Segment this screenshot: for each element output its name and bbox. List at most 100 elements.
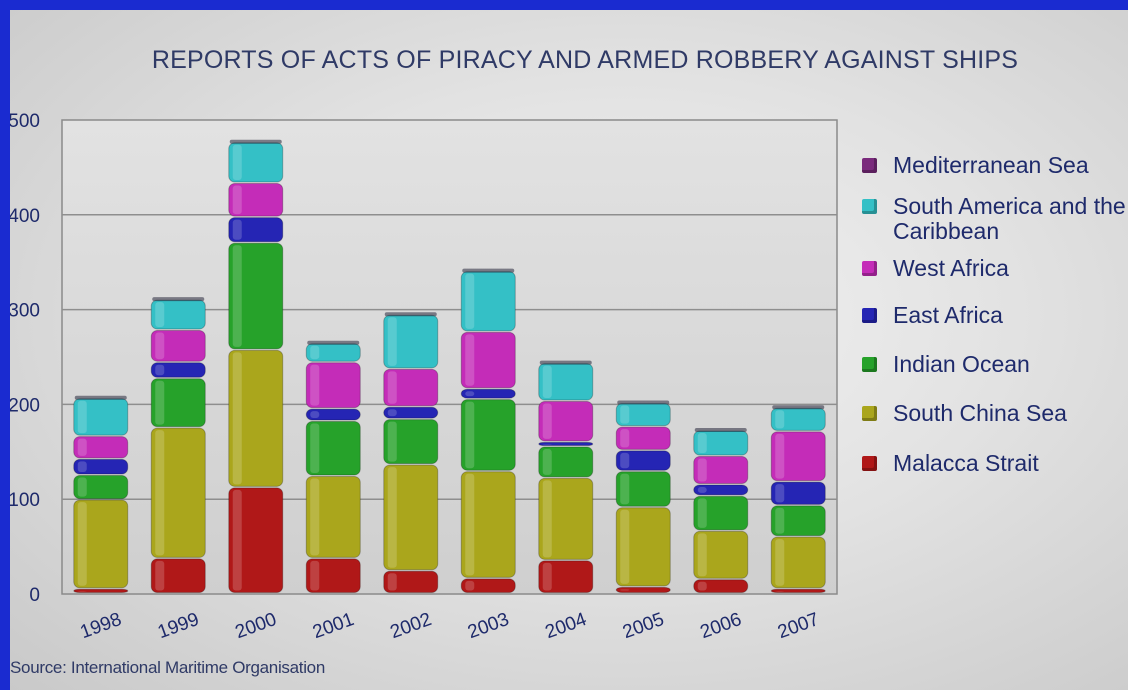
bar-highlight [232,489,242,591]
legend-item: Malacca Strait [862,451,1039,476]
chart-title: REPORTS OF ACTS OF PIRACY AND ARMED ROBB… [151,46,1019,74]
y-tick-label: 100 [10,490,40,511]
bar-segment [73,499,129,589]
bar-segment [305,408,361,421]
bar-highlight [620,473,630,505]
bar-highlight [77,591,87,592]
bar-segment [150,558,206,594]
bar-highlight [77,477,87,497]
bar-segment [383,406,439,419]
bar-segment [228,487,284,594]
bar-segment [615,586,671,594]
bar-segment [150,427,206,558]
bar-segment [460,578,516,593]
bar-segment [538,446,594,478]
legend-label: East Africa [893,302,1003,328]
bar-highlight [620,405,630,424]
bar-highlight [155,560,165,591]
bar-segment [305,420,361,476]
bar-highlight [310,478,320,556]
bar-highlight [232,352,242,485]
legend-item: South China Sea [862,401,1067,426]
bar-highlight [310,560,320,591]
bar-highlight [697,498,707,528]
bar-highlight [232,245,242,347]
bar-segment [383,368,439,407]
bar-segment [228,217,284,243]
bar-highlight [775,433,785,479]
x-tick-label: 1998 [78,609,125,643]
bar-highlight [155,380,165,425]
bar-top-cap [307,340,360,345]
y-tick-label: 500 [10,111,40,132]
legend-swatch [862,406,877,421]
bar-segment [770,505,826,537]
bar-highlight [155,302,165,327]
bars [73,139,826,594]
bar-highlight [310,423,320,473]
bar-segment [383,464,439,571]
bar-segment [770,431,826,482]
bar-highlight [387,409,397,417]
bar-highlight [620,429,630,448]
x-tick-label: 2006 [698,609,745,643]
legend-item: South America and the Caribbean [862,194,1128,244]
bar-segment [538,560,594,594]
legend-item: Mediterranean Sea [862,153,1089,178]
bar-highlight [232,219,242,240]
bar-highlight [465,334,475,386]
x-tick-label: 2000 [233,609,280,643]
bar-highlight [465,401,475,469]
bar-highlight [697,432,707,454]
bar-segment [73,436,129,459]
bar-highlight [697,533,707,577]
bar-highlight [775,410,785,429]
source-note: Source: International Maritime Organisat… [10,658,325,677]
bar-highlight [387,467,397,568]
bar-highlight [155,364,165,376]
legend-label: West Africa [893,255,1009,281]
bar-highlight [232,144,242,181]
bar-highlight [155,332,165,360]
bar-highlight [620,509,630,584]
legend-item: Indian Ocean [862,352,1030,377]
bar-segment [693,456,749,484]
chart-panel: REPORTS OF ACTS OF PIRACY AND ARMED ROBB… [10,10,1128,690]
legend-label: South China Sea [893,400,1067,426]
bar-highlight [387,371,397,404]
bar-highlight [77,400,87,434]
x-tick-label: 2001 [310,609,357,643]
x-tick-label: 1999 [155,609,202,643]
bar-segment [770,536,826,589]
legend-swatch [862,261,877,276]
legend-swatch [862,199,877,214]
bar-segment [615,507,671,587]
bar-segment [615,471,671,507]
bar-segment [73,588,129,594]
bar-segment [770,588,826,594]
bar-segment [460,331,516,389]
bar-highlight [310,411,320,418]
bar-segment [770,481,826,505]
bar-segment [383,570,439,593]
bar-highlight [465,273,475,329]
bar-segment [73,458,129,475]
y-tick-label: 0 [29,585,40,606]
bar-highlight [542,444,552,445]
bar-segment [383,419,439,465]
bar-highlight [775,591,785,592]
bar-top-cap [384,312,437,317]
bar-segment [693,484,749,496]
bar-chart: 0 100 200 300 400 500 1998 1999 2000 2001 2002 200… [10,111,838,643]
bar-segment [305,558,361,594]
bar-segment [73,475,129,500]
bar-highlight [620,452,630,469]
bar-highlight [775,484,785,503]
bar-top-cap [74,395,127,400]
bar-highlight [310,345,320,360]
bar-segment [460,388,516,399]
bar-highlight [387,317,397,366]
bar-highlight [232,185,242,215]
bar-segment [538,401,594,442]
x-axis: 1998 1999 2000 2001 2002 2003 2004 2005 2006 2007 [78,609,822,643]
